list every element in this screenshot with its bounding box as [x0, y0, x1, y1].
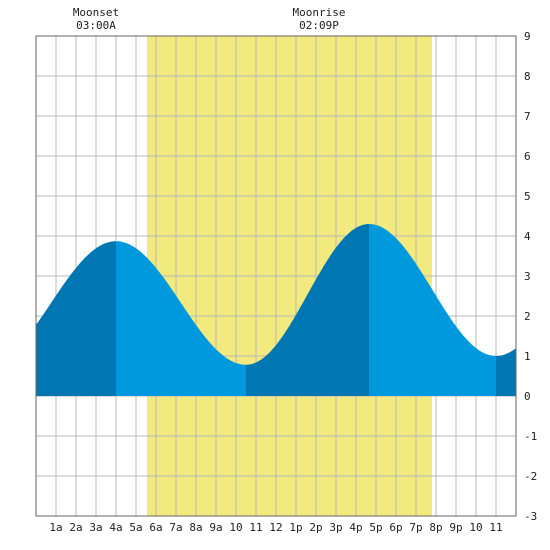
x-tick-label: 3a: [89, 521, 102, 534]
x-tick-label: 7p: [409, 521, 422, 534]
x-tick-label: 1a: [49, 521, 62, 534]
y-tick-label: 8: [524, 70, 531, 83]
y-tick-label: 7: [524, 110, 531, 123]
plot-border: [35, 35, 517, 517]
y-tick-label: 1: [524, 350, 531, 363]
y-tick-label: 4: [524, 230, 531, 243]
x-tick-label: 5a: [129, 521, 142, 534]
x-tick-label: 6p: [389, 521, 402, 534]
x-tick-label: 4p: [349, 521, 362, 534]
x-tick-label: 11: [489, 521, 502, 534]
y-tick-label: 6: [524, 150, 531, 163]
x-tick-label: 10: [229, 521, 242, 534]
moon-event-label: Moonrise: [293, 6, 346, 19]
y-axis-ticks: -3 -2 -1 0 1 2 3 4 5 6 7 8 9: [524, 30, 537, 523]
x-tick-label: 10: [469, 521, 482, 534]
tide-area: [36, 224, 516, 396]
x-tick-label: 4a: [109, 521, 122, 534]
x-tick-label: 5p: [369, 521, 382, 534]
moon-event-time: 03:00A: [76, 19, 116, 32]
x-tick-label: 9p: [449, 521, 462, 534]
y-tick-label: 9: [524, 30, 531, 43]
x-tick-label: 9a: [209, 521, 222, 534]
x-tick-label: 3p: [329, 521, 342, 534]
x-tick-label: 6a: [149, 521, 162, 534]
moon-event-time: 02:09P: [299, 19, 339, 32]
plot-frame: [35, 35, 517, 517]
y-tick-label: 5: [524, 190, 531, 203]
x-tick-label: 8a: [189, 521, 202, 534]
rising-tide-area: [246, 224, 369, 396]
moon-event-label: Moonset: [73, 6, 119, 19]
x-tick-label: 11: [249, 521, 262, 534]
falling-tide-area: [369, 224, 496, 396]
rising-tide-area: [496, 348, 516, 396]
x-axis-ticks: 1a 2a 3a 4a 5a 6a 7a 8a 9a 10 11 12 1p 2p 3p 4p 5p 6p 7p 8p…: [49, 521, 502, 534]
x-tick-label: 8p: [429, 521, 442, 534]
falling-tide-area: [116, 241, 246, 396]
y-tick-label: 2: [524, 310, 531, 323]
rising-tide-area: [36, 241, 116, 396]
x-tick-label: 2p: [309, 521, 322, 534]
y-tick-label: 3: [524, 270, 531, 283]
x-tick-label: 7a: [169, 521, 182, 534]
x-tick-label: 12: [269, 521, 282, 534]
y-tick-label: -2: [524, 470, 537, 483]
x-tick-label: 1p: [289, 521, 302, 534]
x-tick-label: 2a: [69, 521, 82, 534]
y-tick-label: -3: [524, 510, 537, 523]
y-tick-label: -1: [524, 430, 537, 443]
y-tick-label: 0: [524, 390, 531, 403]
